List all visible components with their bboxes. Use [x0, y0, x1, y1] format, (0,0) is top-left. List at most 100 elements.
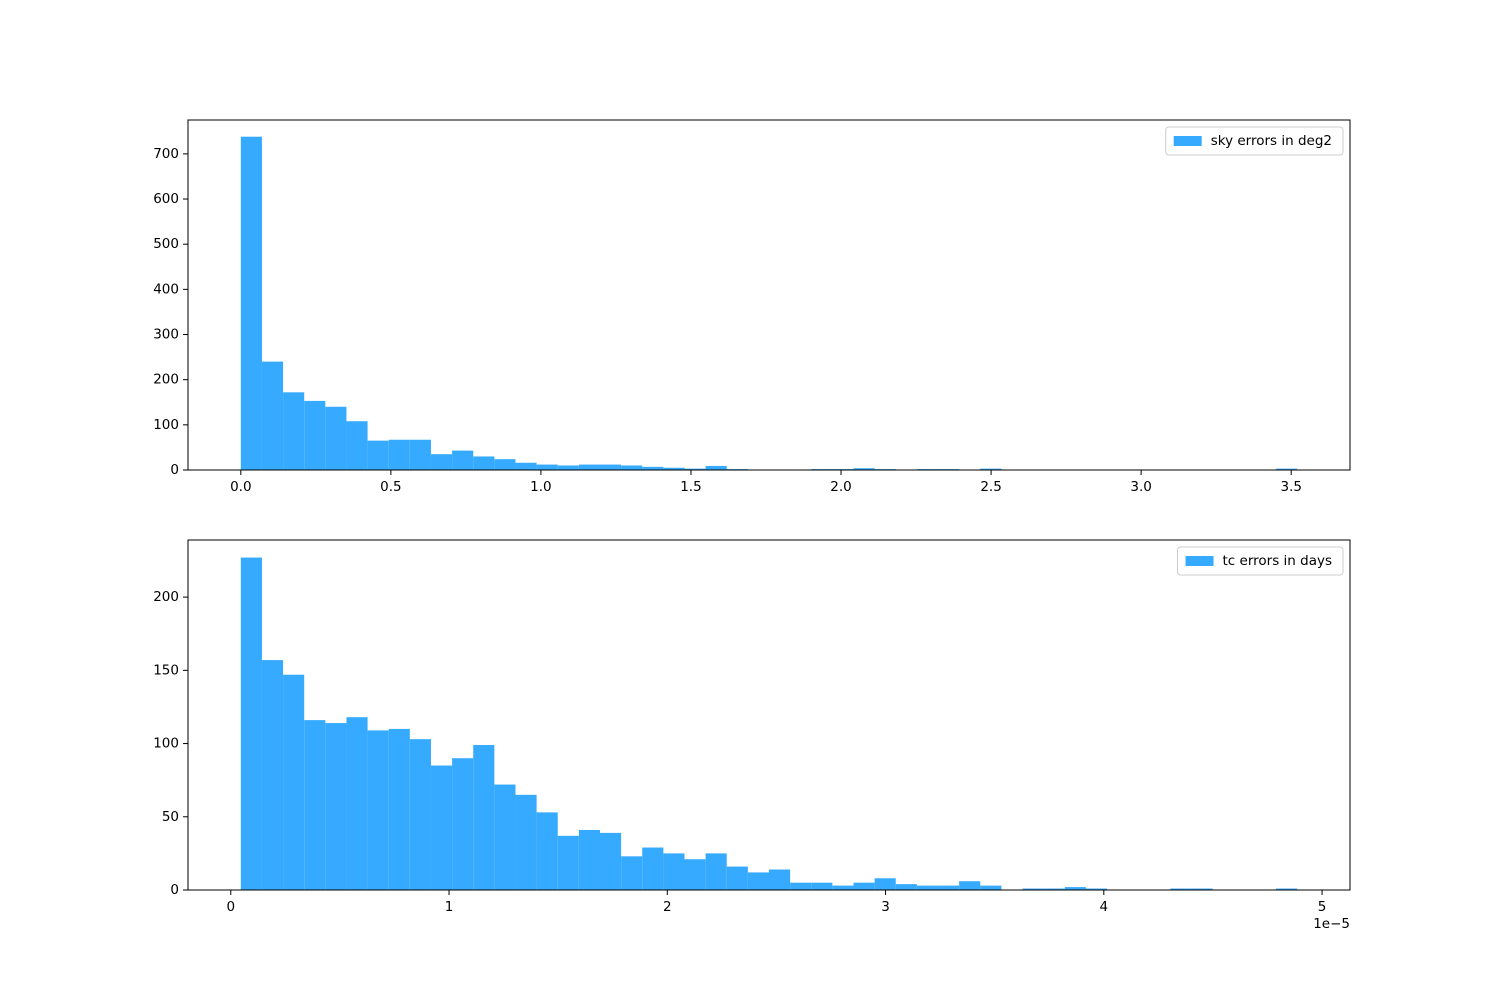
y-tick-label: 50: [162, 809, 179, 825]
bar: [473, 456, 495, 470]
bar: [578, 829, 600, 890]
y-tick-label: 200: [153, 589, 179, 605]
y-tick-label: 0: [170, 462, 179, 478]
bar: [536, 464, 558, 470]
bar: [304, 720, 326, 890]
x-tick-label: 4: [1100, 899, 1109, 915]
bar: [705, 853, 727, 890]
bar: [346, 717, 368, 890]
bar: [346, 421, 368, 470]
bar: [938, 885, 960, 890]
bar: [452, 450, 474, 470]
bar: [959, 881, 981, 890]
x-tick-label: 2.5: [980, 479, 1001, 495]
x-tick-label: 3.0: [1130, 479, 1151, 495]
x-tick-label: 1.0: [530, 479, 551, 495]
bar: [1191, 888, 1213, 890]
legend-frame: [1177, 546, 1344, 576]
bar: [325, 406, 347, 470]
bar: [663, 853, 685, 890]
bar: [240, 136, 262, 471]
bar: [261, 361, 284, 470]
y-tick-label: 500: [153, 236, 179, 252]
y-tick-label: 200: [153, 372, 179, 388]
bar: [684, 468, 706, 470]
bar: [367, 730, 389, 890]
axes-frame: [187, 119, 1351, 471]
bar: [261, 660, 284, 890]
bar: [853, 882, 875, 890]
y-tick-label: 150: [153, 662, 179, 678]
bar: [494, 784, 516, 890]
x-tick-label: 3: [881, 899, 890, 915]
x-tick-label: 2: [663, 899, 672, 915]
bar: [811, 882, 833, 890]
bar: [790, 882, 812, 890]
bar: [388, 439, 410, 470]
x-tick-label: 0: [226, 899, 235, 915]
bar: [599, 464, 622, 470]
y-tick-label: 300: [153, 327, 179, 343]
y-tick-label: 100: [153, 417, 179, 433]
bar: [853, 468, 875, 470]
x-tick-label: 1: [445, 899, 454, 915]
axes-frame: [187, 539, 1351, 891]
bar: [832, 885, 854, 890]
bar: [642, 847, 664, 890]
bar: [684, 859, 706, 890]
bar: [452, 758, 474, 890]
x-tick-label: 0.0: [230, 479, 251, 495]
legend-label: sky errors in deg2: [1211, 133, 1332, 149]
bar: [304, 400, 326, 470]
legend-swatch: [1173, 136, 1202, 146]
bar: [283, 392, 305, 470]
bar: [1170, 888, 1192, 890]
bar: [409, 439, 431, 470]
y-tick-label: 600: [153, 191, 179, 207]
bar: [705, 465, 727, 470]
bar: [769, 869, 791, 890]
x-tick-label: 5: [1318, 899, 1327, 915]
x-tick-label: 2.0: [830, 479, 851, 495]
bar: [895, 884, 917, 890]
bar: [388, 728, 410, 890]
y-tick-label: 100: [153, 736, 179, 752]
bar: [1022, 888, 1044, 890]
bar: [367, 440, 389, 470]
bar: [515, 462, 537, 470]
bar: [642, 466, 664, 470]
bar: [916, 885, 939, 890]
bar: [409, 739, 431, 890]
bar: [1064, 887, 1086, 890]
bar: [980, 885, 1002, 890]
bar: [621, 465, 643, 470]
bar: [557, 835, 579, 890]
bar: [473, 745, 495, 890]
y-tick-label: 700: [153, 146, 179, 162]
bar: [726, 866, 748, 890]
bar: [874, 878, 896, 890]
bar: [515, 794, 537, 890]
bar: [240, 557, 262, 890]
bar: [1085, 888, 1108, 890]
x-offset-label: 1e−5: [1313, 916, 1350, 932]
bar: [747, 872, 769, 890]
bar: [283, 674, 305, 890]
bar: [430, 454, 453, 470]
bar: [557, 465, 579, 470]
bar: [1043, 888, 1065, 890]
x-tick-label: 1.5: [680, 479, 701, 495]
x-tick-label: 0.5: [380, 479, 401, 495]
y-tick-label: 0: [170, 882, 179, 898]
bar: [494, 459, 516, 470]
bar: [663, 467, 685, 470]
bar: [1276, 888, 1298, 890]
legend-frame: [1165, 126, 1344, 156]
bar: [578, 464, 600, 470]
legend-label: tc errors in days: [1223, 553, 1332, 569]
y-tick-label: 400: [153, 281, 179, 297]
bar: [536, 812, 558, 890]
bar: [1276, 468, 1298, 470]
bar: [325, 723, 347, 890]
